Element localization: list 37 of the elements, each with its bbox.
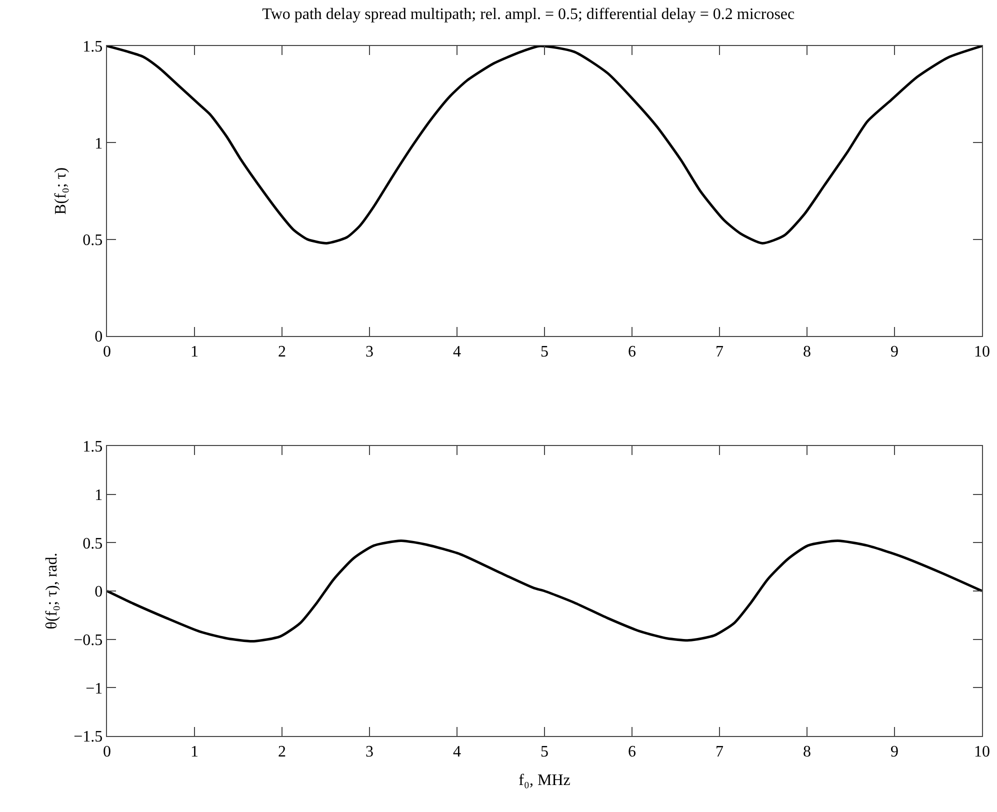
x-tick-label: 10 <box>974 343 990 360</box>
y-tick-label: 1 <box>94 135 103 152</box>
y-axis-title: B(f₀; τ) <box>52 167 70 215</box>
x-tick-label: 7 <box>716 343 724 360</box>
x-tick-label: 5 <box>540 343 548 360</box>
chart-title: Two path delay spread multipath; rel. ampl. = 0.5; differential delay = 0.2 microsec <box>262 6 795 24</box>
x-tick-label: 7 <box>716 743 724 760</box>
x-tick-label: 8 <box>803 343 811 360</box>
y-tick-label: −1 <box>86 680 103 698</box>
x-tick-label: 2 <box>278 743 286 760</box>
x-tick-label: 10 <box>974 743 990 760</box>
y-tick-label: 1.5 <box>82 438 103 456</box>
x-tick-label: 2 <box>278 343 286 360</box>
y-tick-label: 1.5 <box>82 38 103 56</box>
line-series <box>107 539 982 643</box>
x-tick-label: 6 <box>628 743 636 760</box>
y-tick-label: 0 <box>94 328 103 346</box>
y-tick-label: 0 <box>94 584 103 601</box>
x-tick-label: 9 <box>890 743 898 760</box>
x-tick-label: 1 <box>190 343 198 360</box>
x-tick-label: 1 <box>190 743 198 760</box>
x-tick-label: 5 <box>540 743 548 760</box>
x-axis-title: f₀, MHz <box>518 772 570 789</box>
line-series <box>107 46 982 244</box>
y-tick-label: 1 <box>94 486 103 504</box>
y-tick-label: 0.5 <box>82 232 103 249</box>
x-tick-label: 9 <box>890 343 898 360</box>
y-tick-label: −1.5 <box>74 728 103 746</box>
x-tick-label: 6 <box>628 343 636 360</box>
x-tick-label: 8 <box>803 743 811 760</box>
y-axis-title: θ(f₀; τ), rad. <box>44 552 61 630</box>
x-tick-label: 3 <box>366 343 374 360</box>
x-tick-label: 4 <box>453 743 461 760</box>
x-tick-label: 3 <box>366 743 374 760</box>
y-tick-label: 0.5 <box>82 535 103 552</box>
y-tick-label: −0.5 <box>74 632 103 649</box>
x-tick-label: 4 <box>453 343 461 360</box>
